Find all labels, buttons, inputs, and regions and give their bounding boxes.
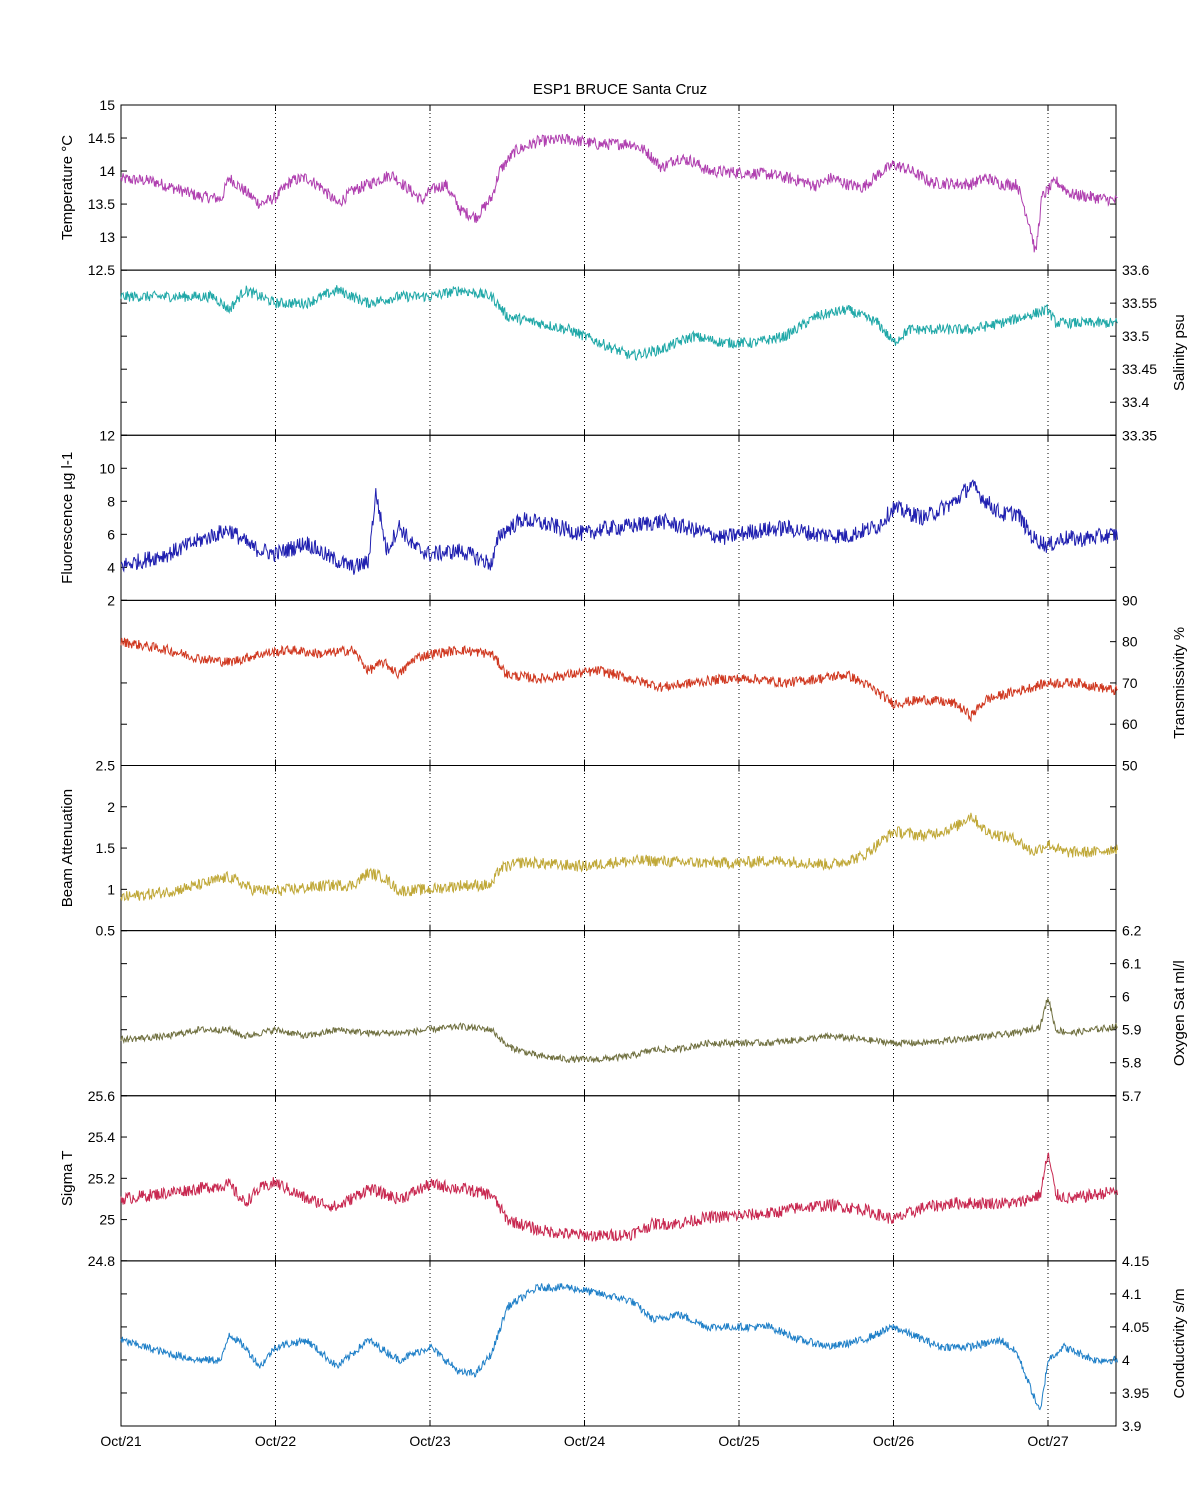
ytick-label-transmissivity: 80 (1122, 634, 1138, 650)
ylabel-fluorescence: Fluorescence µg l-1 (59, 452, 76, 584)
ylabel-salinity: Salinity psu (1171, 314, 1188, 391)
ylabel-transmissivity: Transmissivity % (1171, 627, 1188, 739)
ytick-label-oxygen_sat: 5.7 (1122, 1088, 1142, 1104)
series-line-salinity (120, 285, 1118, 361)
ylabel-sigma_t: Sigma T (59, 1151, 76, 1207)
ytick-label-fluorescence: 4 (107, 559, 115, 575)
ylabel-beam_attenuation: Beam Attenuation (59, 789, 76, 907)
ytick-label-salinity: 33.35 (1122, 427, 1157, 443)
ytick-label-conductivity: 3.9 (1122, 1418, 1142, 1434)
ytick-label-transmissivity: 90 (1122, 592, 1138, 608)
ytick-label-temperature: 12.5 (88, 262, 115, 278)
ytick-label-fluorescence: 8 (107, 493, 115, 509)
ytick-label-temperature: 13 (99, 229, 115, 245)
ytick-label-conductivity: 4.15 (1122, 1253, 1149, 1269)
xtick-label-2: Oct/23 (409, 1433, 450, 1449)
xtick-label-4: Oct/25 (718, 1433, 759, 1449)
ytick-label-temperature: 13.5 (88, 196, 115, 212)
chart-title: ESP1 BRUCE Santa Cruz (533, 81, 707, 98)
ytick-label-salinity: 33.45 (1122, 361, 1157, 377)
ytick-label-oxygen_sat: 6 (1122, 989, 1130, 1005)
ytick-label-conductivity: 4.05 (1122, 1319, 1149, 1335)
ytick-label-conductivity: 3.95 (1122, 1385, 1149, 1401)
ytick-label-salinity: 33.5 (1122, 328, 1149, 344)
series-line-transmissivity (120, 637, 1118, 723)
series-line-fluorescence (120, 479, 1118, 575)
panel-conductivity: 3.9 3.95 4 4.05 4.1 4.15 Conductivity s/m (120, 1253, 1188, 1434)
ytick-label-beam_attenuation: 2 (107, 799, 115, 815)
ytick-label-fluorescence: 10 (99, 460, 115, 476)
ytick-label-conductivity: 4.1 (1122, 1286, 1142, 1302)
ytick-label-sigma_t: 25.6 (88, 1088, 115, 1104)
panel-temperature: 12.5 13 13.5 14 14.5 15 Temperature °C (59, 97, 1118, 278)
ytick-label-beam_attenuation: 1 (107, 881, 115, 897)
panel-beam_attenuation: 0.5 1 1.5 2 2.5 Beam Attenuation (59, 758, 1118, 939)
series-line-sigma_t (120, 1152, 1118, 1242)
ytick-label-salinity: 33.55 (1122, 295, 1157, 311)
xtick-label-6: Oct/27 (1027, 1433, 1068, 1449)
ytick-label-temperature: 15 (99, 97, 115, 113)
ytick-label-conductivity: 4 (1122, 1352, 1130, 1368)
ytick-label-temperature: 14.5 (88, 130, 115, 146)
ytick-label-fluorescence: 6 (107, 526, 115, 542)
ylabel-oxygen_sat: Oxygen Sat ml/l (1171, 960, 1188, 1066)
ytick-label-beam_attenuation: 1.5 (96, 840, 116, 856)
series-line-beam_attenuation (120, 812, 1118, 902)
ytick-label-transmissivity: 70 (1122, 675, 1138, 691)
series-line-conductivity (120, 1282, 1118, 1411)
ytick-label-fluorescence: 12 (99, 427, 115, 443)
ylabel-conductivity: Conductivity s/m (1171, 1288, 1188, 1398)
ytick-label-sigma_t: 25 (99, 1212, 115, 1228)
ytick-label-oxygen_sat: 5.9 (1122, 1022, 1142, 1038)
ytick-label-salinity: 33.6 (1122, 262, 1149, 278)
ytick-label-fluorescence: 2 (107, 592, 115, 608)
ytick-label-sigma_t: 25.4 (88, 1129, 115, 1145)
series-line-oxygen_sat (120, 997, 1118, 1064)
ytick-label-beam_attenuation: 0.5 (96, 923, 116, 939)
ylabel-temperature: Temperature °C (59, 135, 76, 240)
ytick-label-temperature: 14 (99, 163, 115, 179)
series-line-temperature (120, 133, 1118, 253)
panel-frame-conductivity (120, 1260, 1117, 1427)
ytick-label-sigma_t: 24.8 (88, 1253, 115, 1269)
ytick-label-salinity: 33.4 (1122, 394, 1149, 410)
xtick-label-1: Oct/22 (255, 1433, 296, 1449)
xtick-label-0: Oct/21 (100, 1433, 141, 1449)
ytick-label-transmissivity: 50 (1122, 758, 1138, 774)
ytick-label-oxygen_sat: 6.2 (1122, 923, 1142, 939)
xtick-label-3: Oct/24 (564, 1433, 605, 1449)
xtick-label-5: Oct/26 (873, 1433, 914, 1449)
ytick-label-transmissivity: 60 (1122, 716, 1138, 732)
ytick-label-beam_attenuation: 2.5 (96, 758, 116, 774)
ytick-label-sigma_t: 25.2 (88, 1170, 115, 1186)
ytick-label-oxygen_sat: 5.8 (1122, 1055, 1142, 1071)
panel-sigma_t: 24.8 25 25.2 25.4 25.6 Sigma T (59, 1088, 1118, 1269)
ytick-label-oxygen_sat: 6.1 (1122, 956, 1142, 972)
